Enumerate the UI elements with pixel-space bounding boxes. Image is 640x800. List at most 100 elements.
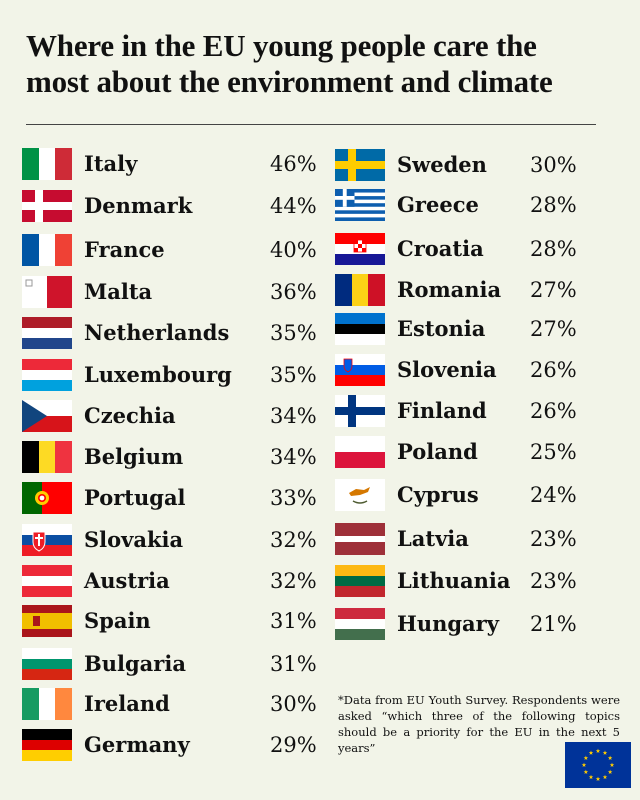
country-percentage: 44% — [270, 194, 317, 218]
country-name: Luxembourg — [84, 362, 232, 387]
spain-flag-icon — [22, 605, 72, 637]
netherlands-flag-icon — [22, 317, 72, 349]
country-percentage: 34% — [270, 404, 317, 428]
table-row: Denmark 44% — [22, 186, 340, 224]
table-row: Portugal 33% — [22, 478, 340, 516]
table-row: Spain 31% — [22, 601, 340, 639]
table-row: Hungary 21% — [335, 604, 600, 642]
slovakia-flag-icon — [22, 524, 72, 556]
country-percentage: 32% — [270, 569, 317, 593]
table-row: Poland 25% — [335, 432, 600, 470]
eu-star-icon — [588, 750, 594, 755]
table-row: Luxembourg 35% — [22, 355, 340, 393]
table-row: Ireland 30% — [22, 684, 340, 722]
title-line-2: most about the environment and climate — [26, 64, 553, 99]
table-row: Lithuania 23% — [335, 561, 600, 599]
country-percentage: 34% — [270, 445, 317, 469]
eu-star-icon — [607, 769, 613, 774]
belgium-flag-icon — [22, 441, 72, 473]
country-name: Czechia — [84, 403, 176, 428]
country-percentage: 32% — [270, 528, 317, 552]
country-name: Germany — [84, 732, 190, 757]
greece-flag-icon — [335, 189, 385, 221]
croatia-flag-icon — [335, 233, 385, 265]
austria-flag-icon — [22, 565, 72, 597]
country-name: Netherlands — [84, 320, 230, 345]
romania-flag-icon — [335, 274, 385, 306]
table-row: France 40% — [22, 230, 340, 268]
luxembourg-flag-icon — [22, 359, 72, 391]
table-row: Austria 32% — [22, 561, 340, 599]
eu-star-icon — [583, 755, 589, 760]
country-name: Latvia — [397, 526, 469, 551]
eu-star-icon — [588, 774, 594, 780]
country-percentage: 28% — [530, 193, 577, 217]
country-percentage: 24% — [530, 483, 577, 507]
country-percentage: 29% — [270, 733, 317, 757]
country-percentage: 26% — [530, 399, 577, 423]
country-name: Austria — [84, 568, 170, 593]
country-percentage: 28% — [530, 237, 577, 261]
table-row: Czechia 34% — [22, 396, 340, 434]
title-divider — [26, 124, 596, 125]
table-row: Finland 26% — [335, 391, 600, 429]
country-name: Ireland — [84, 691, 170, 716]
title-line-1: Where in the EU young people care the — [26, 28, 537, 63]
table-row: Italy 46% — [22, 144, 340, 182]
eu-star-icon — [595, 748, 601, 753]
table-row: Netherlands 35% — [22, 313, 340, 351]
country-percentage: 31% — [270, 652, 317, 676]
denmark-flag-icon — [22, 190, 72, 222]
country-name: Greece — [397, 192, 479, 217]
table-row: Greece 28% — [335, 185, 600, 223]
country-name: Sweden — [397, 152, 487, 177]
country-name: Estonia — [397, 316, 486, 341]
bulgaria-flag-icon — [22, 648, 72, 680]
latvia-flag-icon — [335, 523, 385, 555]
country-name: Portugal — [84, 485, 186, 510]
country-name: Romania — [397, 277, 502, 302]
slovenia-flag-icon — [335, 354, 385, 386]
country-percentage: 31% — [270, 609, 317, 633]
eu-star-icon — [607, 755, 613, 760]
table-row: Bulgaria 31% — [22, 644, 340, 682]
country-percentage: 26% — [530, 358, 577, 382]
table-row: Latvia 23% — [335, 519, 600, 557]
eu-flag-icon — [565, 742, 631, 788]
country-percentage: 23% — [530, 569, 577, 593]
table-row: Malta 36% — [22, 272, 340, 310]
country-name: Malta — [84, 279, 153, 304]
table-row: Germany 29% — [22, 725, 340, 763]
country-percentage: 46% — [270, 152, 317, 176]
country-percentage: 27% — [530, 278, 577, 302]
table-row: Slovakia 32% — [22, 520, 340, 558]
malta-flag-icon — [22, 276, 72, 308]
chart-title: Where in the EU young people care the mo… — [26, 28, 616, 100]
country-percentage: 35% — [270, 321, 317, 345]
country-name: Denmark — [84, 193, 193, 218]
table-row: Belgium 34% — [22, 437, 340, 475]
country-percentage: 21% — [530, 612, 577, 636]
portugal-flag-icon — [22, 482, 72, 514]
table-row: Cyprus 24% — [335, 475, 600, 513]
sweden-flag-icon — [335, 149, 385, 181]
estonia-flag-icon — [335, 313, 385, 345]
table-row: Estonia 27% — [335, 309, 600, 347]
country-name: Slovakia — [84, 527, 184, 552]
country-percentage: 40% — [270, 238, 317, 262]
country-name: Poland — [397, 439, 478, 464]
footnote: *Data from EU Youth Survey. Respondents … — [338, 693, 620, 755]
lithuania-flag-icon — [335, 565, 385, 597]
country-percentage: 33% — [270, 486, 317, 510]
cyprus-flag-icon — [335, 479, 385, 511]
country-name: Slovenia — [397, 357, 497, 382]
ireland-flag-icon — [22, 688, 72, 720]
country-percentage: 35% — [270, 363, 317, 387]
finland-flag-icon — [335, 395, 385, 427]
country-name: France — [84, 237, 165, 262]
country-name: Belgium — [84, 444, 184, 469]
country-name: Croatia — [397, 236, 484, 261]
eu-star-icon — [609, 762, 615, 767]
table-row: Romania 27% — [335, 270, 600, 308]
country-percentage: 30% — [270, 692, 317, 716]
